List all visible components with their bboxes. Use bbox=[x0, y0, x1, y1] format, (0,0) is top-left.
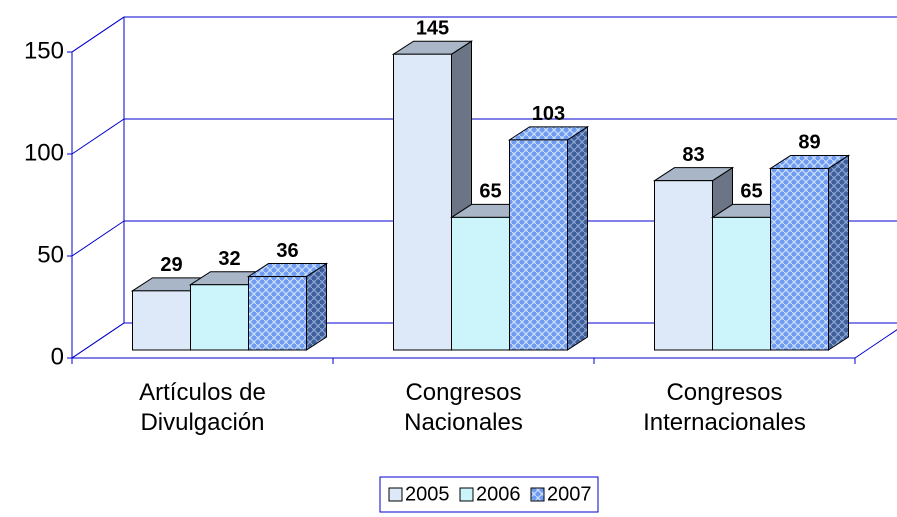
bar-front bbox=[712, 216, 771, 351]
data-label: 29 bbox=[160, 254, 182, 276]
bar bbox=[768, 154, 851, 351]
legend-label: 2007 bbox=[547, 483, 592, 505]
data-label: 89 bbox=[798, 132, 820, 154]
data-label: 103 bbox=[532, 103, 565, 125]
data-label: 65 bbox=[479, 181, 501, 203]
legend-label: 2006 bbox=[476, 483, 521, 505]
legend-swatch bbox=[388, 487, 403, 502]
legend-label: 2005 bbox=[405, 483, 450, 505]
bar-front bbox=[770, 167, 829, 351]
y-tick-label: 0 bbox=[51, 343, 64, 370]
legend-swatch bbox=[530, 487, 545, 502]
floor-right bbox=[854, 329, 897, 359]
bar bbox=[246, 262, 329, 351]
data-label: 32 bbox=[218, 248, 240, 270]
x-tick-label: Artículos de Divulgación bbox=[139, 379, 266, 436]
data-label: 65 bbox=[740, 181, 762, 203]
bar-front bbox=[132, 290, 191, 351]
legend bbox=[379, 476, 599, 513]
data-label: 83 bbox=[682, 144, 704, 166]
bar-front bbox=[509, 139, 568, 351]
grid-line bbox=[71, 220, 125, 257]
data-label: 145 bbox=[416, 17, 449, 39]
y-tick-label: 50 bbox=[37, 241, 64, 268]
x-tick-label: Congresos Internacionales bbox=[643, 379, 806, 436]
bar-front bbox=[451, 216, 510, 351]
bar-side bbox=[306, 262, 327, 351]
data-label: 36 bbox=[276, 240, 298, 262]
bar-side bbox=[828, 154, 849, 351]
bar-side bbox=[567, 125, 588, 351]
bar bbox=[507, 125, 590, 351]
bar-front bbox=[393, 53, 452, 351]
y-tick-label: 100 bbox=[24, 139, 64, 166]
bar-front bbox=[248, 276, 307, 351]
grid-line bbox=[71, 118, 125, 155]
legend-swatch bbox=[459, 487, 474, 502]
grid-line bbox=[71, 16, 125, 53]
bar-front bbox=[190, 284, 249, 351]
y-tick-label: 150 bbox=[24, 37, 64, 64]
grid-line bbox=[71, 322, 125, 359]
bar-front bbox=[654, 180, 713, 351]
x-tick-label: Congresos Nacionales bbox=[404, 379, 523, 436]
